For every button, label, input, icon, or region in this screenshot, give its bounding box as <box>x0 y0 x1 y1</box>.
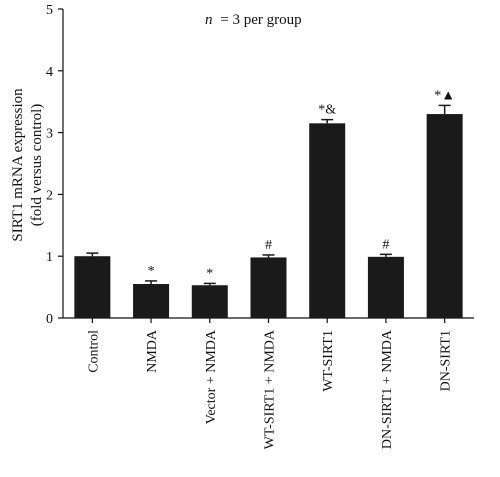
significance-marker: # <box>382 237 389 252</box>
label-group: Control NMDA * Vector + NMDA * WT-SIRT1 + NMD… <box>86 88 455 449</box>
bar <box>426 114 463 318</box>
bar <box>133 284 170 318</box>
x-category-label: DN-SIRT1 + NMDA <box>380 329 395 449</box>
bar <box>191 285 228 318</box>
x-category-label: DN-SIRT1 <box>439 330 454 391</box>
x-category-label: NMDA <box>145 329 160 373</box>
y-axis-title-line2: (fold versus control) <box>29 104 45 226</box>
y-tick-label: 0 <box>46 312 53 327</box>
significance-marker: *▲ <box>434 88 455 103</box>
bar <box>250 257 287 318</box>
x-category-label: WT-SIRT1 + NMDA <box>263 329 278 449</box>
sample-size-text: = 3 per group <box>220 12 301 28</box>
y-tick-label: 2 <box>46 188 53 203</box>
sample-size-annotation: n = 3 per group <box>205 12 302 28</box>
x-category-label: Control <box>86 330 101 373</box>
significance-marker: * <box>148 264 155 279</box>
sample-size-n: n <box>205 12 213 28</box>
x-category-label: Vector + NMDA <box>204 329 219 424</box>
bar-group <box>74 104 463 318</box>
bar <box>309 123 346 318</box>
y-tick-label: 5 <box>46 3 53 18</box>
significance-marker: # <box>265 238 272 253</box>
y-tick-label: 1 <box>46 250 53 265</box>
y-axis: 0 1 2 3 4 5 <box>46 3 64 327</box>
significance-marker: * <box>206 266 213 281</box>
x-category-label: WT-SIRT1 <box>321 330 336 392</box>
y-tick-label: 4 <box>46 65 53 80</box>
bar <box>367 256 404 318</box>
y-tick-label: 3 <box>46 127 53 142</box>
y-axis-title-line1: SIRT1 mRNA expression <box>10 88 26 242</box>
significance-marker: *& <box>318 103 336 118</box>
x-axis <box>63 317 474 323</box>
bar <box>74 256 111 318</box>
